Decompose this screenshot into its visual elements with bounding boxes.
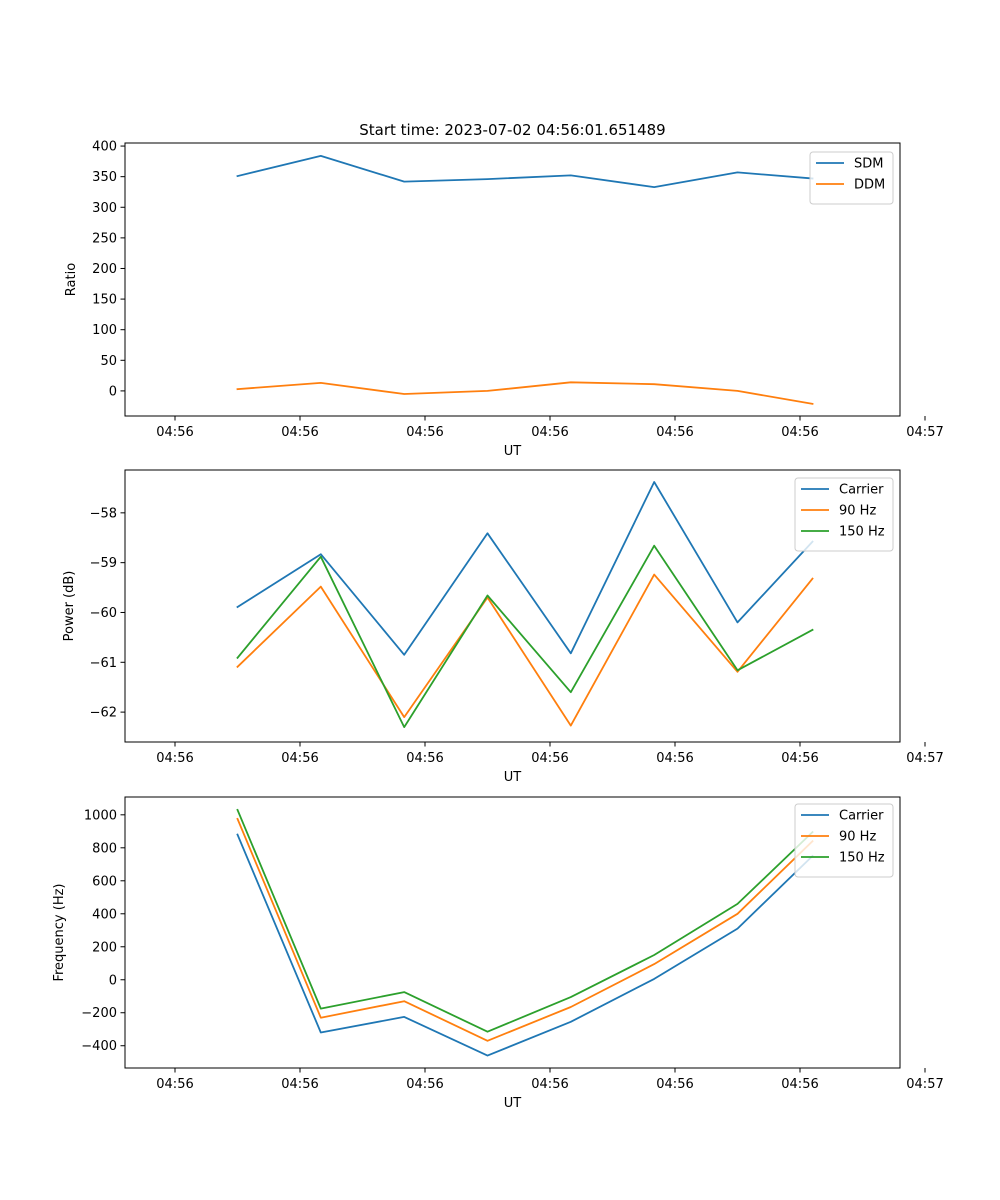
y-tick-label: 1000 — [84, 808, 117, 823]
plot-frame — [124, 469, 901, 743]
legend: Carrier 90 Hz 150 Hz — [794, 477, 894, 552]
series-line-90-hz — [236, 573, 814, 727]
x-tick-label: 04:57 — [906, 751, 943, 766]
x-tick-label: 04:56 — [281, 1077, 318, 1092]
y-tick-label: 100 — [92, 323, 117, 338]
y-tick-label: −61 — [90, 656, 117, 671]
y-tick-label: 400 — [92, 907, 117, 922]
legend-entry: SDM — [854, 157, 883, 172]
chart-panel-2: 04:56 04:56 04:56 04:56 04:56 04:56 04:57 −62 −6… — [62, 469, 944, 785]
x-tick-label: 04:56 — [656, 1077, 693, 1092]
y-axis-label: Power (dB) — [62, 571, 77, 642]
x-tick-label: 04:56 — [156, 751, 193, 766]
legend-entry: DDM — [854, 178, 885, 193]
x-tick-label: 04:57 — [906, 1077, 943, 1092]
series-line-sdm — [236, 154, 814, 189]
y-tick-label: 350 — [92, 170, 117, 185]
legend-entry: Carrier — [839, 809, 884, 824]
legend-box — [794, 803, 894, 878]
y-tick-label: 50 — [100, 354, 117, 369]
plot-frame — [124, 142, 901, 417]
series-line-150-hz — [236, 544, 814, 728]
x-tick-label: 04:56 — [781, 1077, 818, 1092]
series-line-90-hz — [236, 817, 814, 1042]
legend-entry: 90 Hz — [839, 504, 876, 519]
x-tick-label: 04:56 — [656, 751, 693, 766]
x-axis-label: UT — [504, 1096, 522, 1111]
y-tick-label: 600 — [92, 874, 117, 889]
y-tick-label: −62 — [90, 706, 117, 721]
legend-entry: 150 Hz — [839, 525, 885, 540]
y-axis-label: Ratio — [64, 263, 79, 296]
y-tick-label: 150 — [92, 293, 117, 308]
chart-title: Start time: 2023-07-02 04:56:01.651489 — [359, 121, 665, 139]
x-tick-label: 04:56 — [531, 425, 568, 440]
legend-entry: 150 Hz — [839, 851, 885, 866]
y-tick-label: −59 — [90, 556, 117, 571]
y-tick-label: −60 — [90, 606, 117, 621]
series-line-ddm — [236, 381, 814, 405]
x-tick-label: 04:56 — [281, 751, 318, 766]
y-axis-label: Frequency (Hz) — [52, 883, 67, 981]
y-tick-label: 0 — [109, 973, 117, 988]
y-tick-label: 400 — [92, 140, 117, 155]
chart-panel-1: 04:56 04:56 04:56 04:56 04:56 04:56 04:57 0 50 10… — [64, 121, 944, 459]
legend-entry: 90 Hz — [839, 830, 876, 845]
x-tick-label: 04:56 — [406, 425, 443, 440]
x-axis-label: UT — [504, 770, 522, 785]
series-line-carrier — [236, 481, 814, 656]
x-tick-label: 04:56 — [531, 1077, 568, 1092]
x-tick-label: 04:56 — [406, 751, 443, 766]
y-tick-label: −400 — [81, 1039, 117, 1054]
legend-box — [809, 151, 894, 205]
x-tick-label: 04:56 — [156, 1077, 193, 1092]
y-tick-label: 200 — [92, 262, 117, 277]
chart-panel-3: 04:56 04:56 04:56 04:56 04:56 04:56 04:57 −400 −… — [52, 796, 944, 1111]
y-tick-label: 800 — [92, 841, 117, 856]
y-tick-label: 300 — [92, 201, 117, 216]
x-tick-label: 04:56 — [656, 425, 693, 440]
x-tick-label: 04:57 — [906, 425, 943, 440]
x-tick-label: 04:56 — [406, 1077, 443, 1092]
legend: Carrier 90 Hz 150 Hz — [794, 803, 894, 878]
x-tick-label: 04:56 — [781, 751, 818, 766]
x-axis-label: UT — [504, 444, 522, 459]
y-tick-label: 0 — [109, 384, 117, 399]
y-tick-label: 200 — [92, 940, 117, 955]
y-tick-label: −200 — [81, 1006, 117, 1021]
y-tick-label: −58 — [90, 506, 117, 521]
x-tick-label: 04:56 — [531, 751, 568, 766]
x-tick-label: 04:56 — [781, 425, 818, 440]
plot-frame — [124, 796, 901, 1069]
x-tick-label: 04:56 — [281, 425, 318, 440]
y-tick-label: 250 — [92, 231, 117, 246]
series-line-150-hz — [236, 808, 814, 1033]
x-tick-label: 04:56 — [156, 425, 193, 440]
legend: SDM DDM — [809, 151, 894, 205]
legend-entry: Carrier — [839, 483, 884, 498]
series-line-carrier — [236, 833, 814, 1057]
legend-box — [794, 477, 894, 552]
